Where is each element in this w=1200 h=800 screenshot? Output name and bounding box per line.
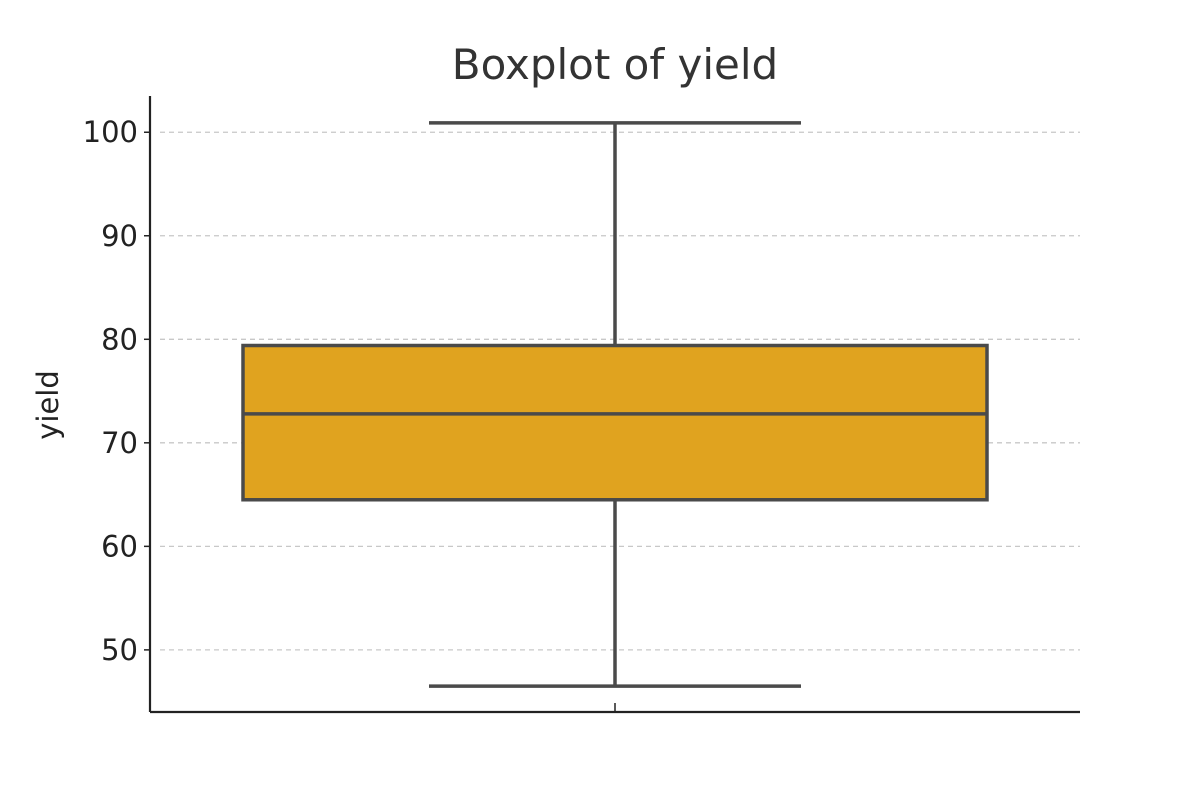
axes: [148, 96, 1080, 714]
y-tick-label-50: 50: [101, 633, 138, 667]
iqr-box: [241, 343, 989, 502]
y-tick-label-100: 100: [83, 115, 138, 149]
y-tick-label-80: 80: [101, 322, 138, 356]
box-group: [241, 121, 989, 688]
y-tick-label-60: 60: [101, 529, 138, 563]
y-ticks: 50 60 70 80 90 100: [83, 115, 150, 667]
y-tick-label-70: 70: [101, 426, 138, 460]
chart-title: Boxplot of yield: [452, 40, 778, 89]
y-tick-label-90: 90: [101, 219, 138, 253]
y-axis-label: yield: [31, 370, 65, 440]
